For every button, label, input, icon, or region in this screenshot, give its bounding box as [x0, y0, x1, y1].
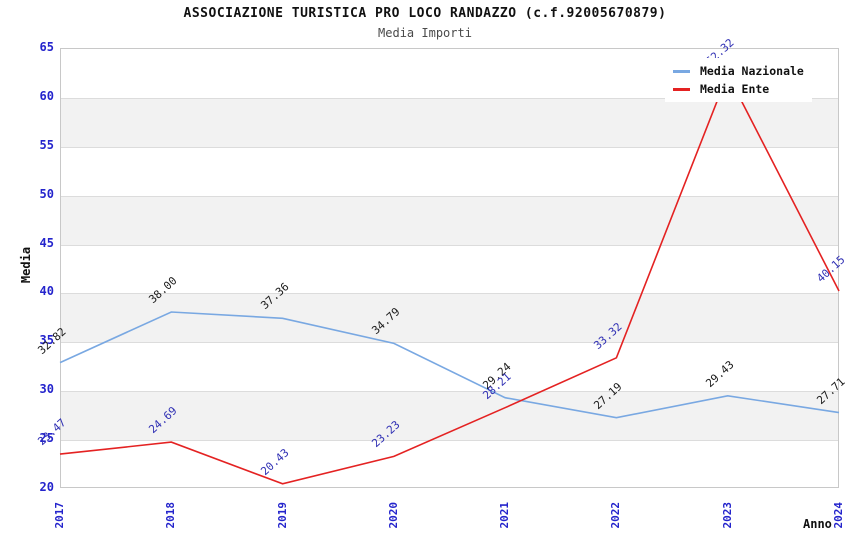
y-tick-label: 45 — [39, 235, 54, 250]
legend-line-swatch-icon — [673, 69, 690, 73]
gridline — [61, 293, 838, 295]
y-tick-label: 60 — [39, 88, 54, 103]
gridline — [61, 244, 838, 246]
x-tick-label: 2024 — [832, 502, 845, 529]
y-tick-label: 55 — [39, 137, 54, 152]
y-tick-label: 25 — [39, 431, 54, 446]
legend: Media Nazionale Media Ente — [665, 58, 812, 102]
x-axis-title: Anno — [803, 517, 832, 531]
x-tick-label: 2020 — [386, 502, 400, 529]
y-axis-title: Media — [19, 246, 34, 284]
x-tick-label: 2023 — [720, 502, 734, 529]
legend-item: Media Nazionale — [673, 62, 812, 80]
gridline — [61, 440, 838, 442]
chart-subtitle: Media Importi — [378, 26, 472, 40]
chart-title: ASSOCIAZIONE TURISTICA PRO LOCO RANDAZZO… — [183, 6, 667, 21]
grid-band — [61, 293, 838, 343]
grid-band — [61, 195, 838, 245]
x-tick-label: 2022 — [609, 502, 623, 529]
y-tick-label: 20 — [39, 480, 54, 494]
gridline — [61, 391, 838, 393]
y-tick-label: 65 — [39, 40, 54, 54]
y-tick-label: 30 — [39, 382, 54, 397]
x-tick-label: 2017 — [53, 502, 66, 529]
gridline — [61, 342, 838, 344]
gridline — [61, 146, 838, 148]
legend-line-swatch-icon — [673, 87, 690, 91]
y-tick-label: 35 — [39, 333, 54, 348]
gridline — [61, 195, 838, 197]
y-tick-label: 50 — [39, 186, 54, 201]
y-tick-label: 40 — [39, 284, 54, 299]
x-tick-label: 2019 — [275, 502, 289, 529]
x-tick-label: 2021 — [498, 502, 512, 529]
x-tick-label: 2018 — [164, 502, 178, 529]
legend-item: Media Ente — [673, 80, 812, 98]
grid-band — [61, 97, 838, 147]
plot-area — [60, 48, 839, 488]
legend-label: Media Nazionale — [700, 64, 804, 78]
legend-label: Media Ente — [700, 82, 770, 96]
